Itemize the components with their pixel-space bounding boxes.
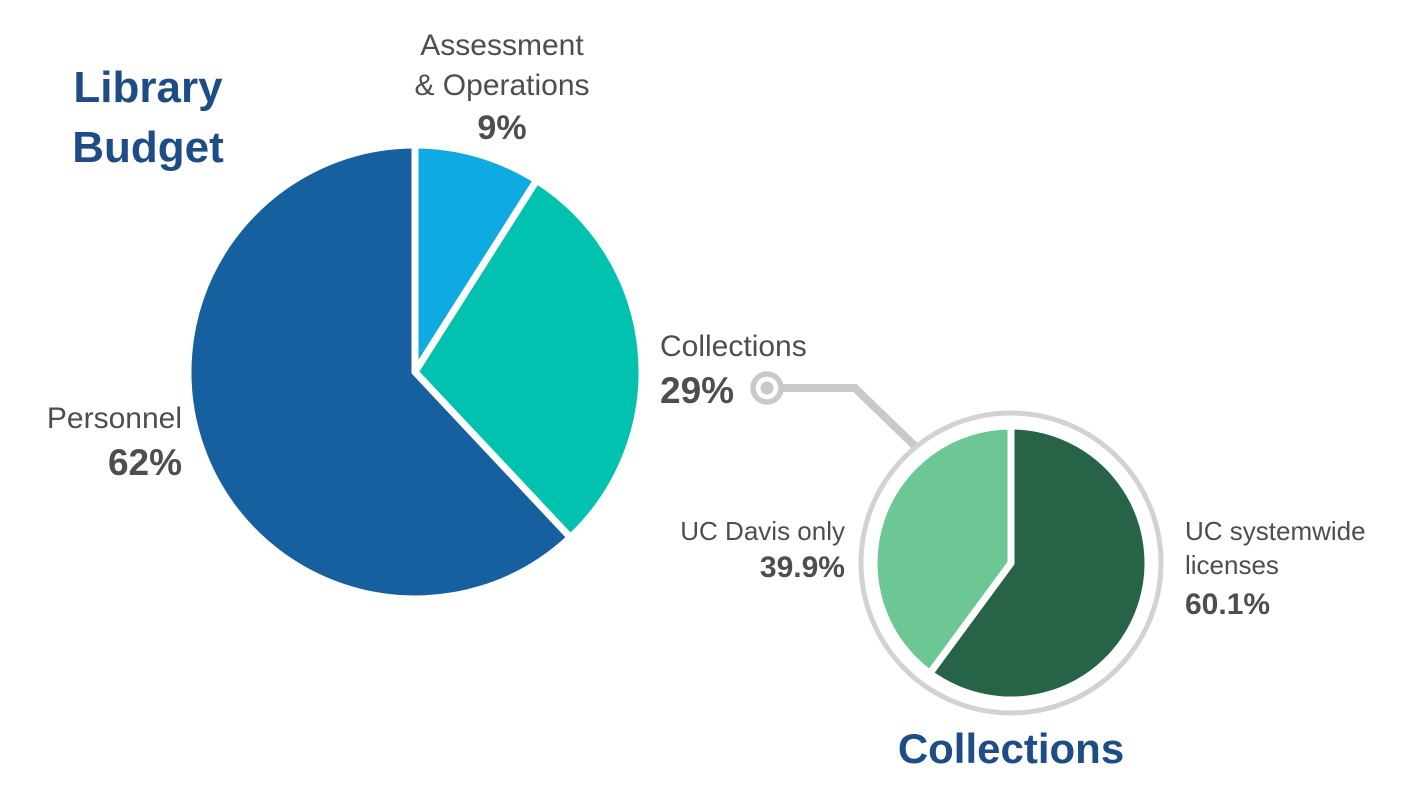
collections-callout-label: Collections — [660, 330, 807, 363]
assessment-percent: 9% — [477, 109, 527, 147]
chart-title-collections: Collections — [897, 725, 1125, 772]
chart-title-line2: Budget — [72, 123, 224, 172]
pie-slice-uc-systemwide-licenses — [924, 422, 1152, 704]
collections-pie — [870, 422, 1152, 704]
pie-slice-assessment-operations — [411, 141, 542, 385]
callout-connector-dot — [760, 381, 774, 395]
pie-slice-collections — [410, 175, 646, 543]
personnel-percent: 62% — [107, 442, 182, 483]
uc-davis-label: UC Davis only — [680, 516, 845, 546]
collections-callout-percent: 29% — [660, 370, 735, 411]
label-uc-systemwide-licenses: UC systemwide licenses 60.1% — [1185, 514, 1401, 625]
uc-systemwide-label-line2: licenses — [1185, 550, 1279, 580]
uc-systemwide-label-line1: UC systemwide — [1185, 516, 1366, 546]
uc-davis-percent: 39.9% — [759, 551, 845, 584]
label-personnel: Personnel 62% — [0, 398, 182, 486]
library-budget-pie — [184, 141, 646, 603]
uc-systemwide-percent: 60.1% — [1185, 588, 1271, 621]
pie-slice-uc-davis-only — [870, 422, 1015, 679]
assessment-label-line2: & Operations — [414, 69, 590, 102]
chart-title-library-budget: Library Budget — [28, 58, 268, 178]
personnel-label: Personnel — [46, 402, 182, 435]
pie-slice-personnel — [184, 141, 576, 603]
label-collections-callout: Collections 29% — [660, 326, 900, 414]
label-uc-davis-only: UC Davis only 39.9% — [605, 514, 845, 588]
label-assessment-operations: Assessment & Operations 9% — [347, 26, 657, 150]
assessment-label-line1: Assessment — [420, 29, 584, 62]
callout-connector-line — [782, 384, 921, 452]
chart-title-line1: Library — [73, 63, 223, 112]
